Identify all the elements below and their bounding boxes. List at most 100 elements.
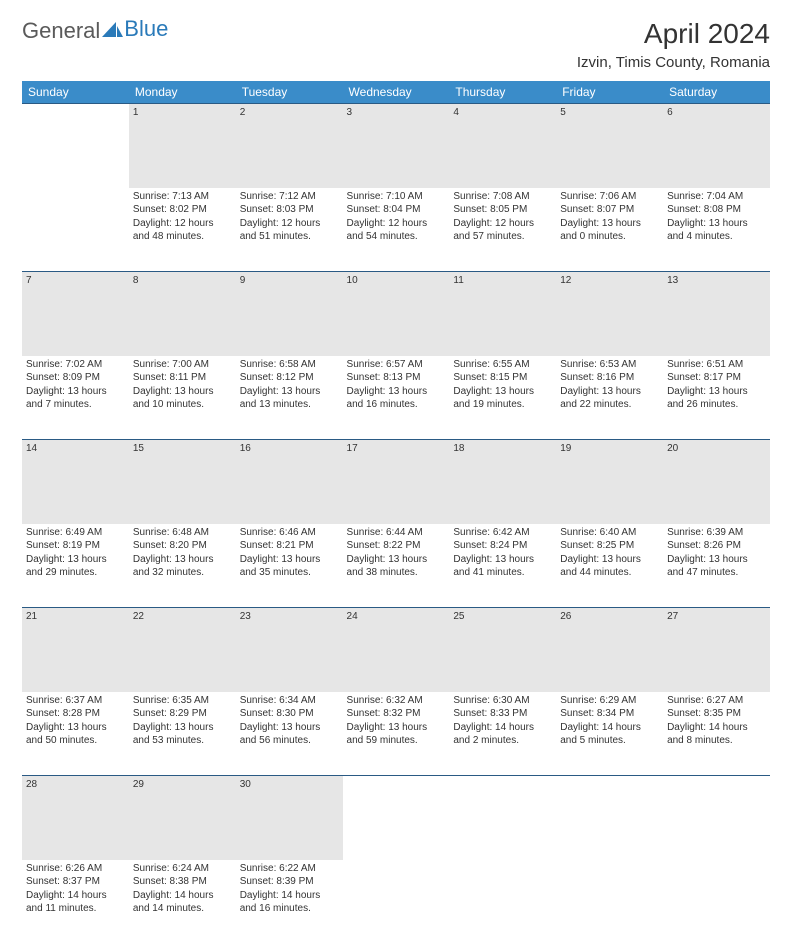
day-number: 19 xyxy=(556,440,663,524)
day-d1: Daylight: 13 hours xyxy=(347,721,446,735)
day-d1: Daylight: 13 hours xyxy=(560,385,659,399)
day-d2: and 53 minutes. xyxy=(133,734,232,748)
day-cell: Sunrise: 6:48 AMSunset: 8:20 PMDaylight:… xyxy=(129,524,236,608)
day-d2: and 48 minutes. xyxy=(133,230,232,244)
day-number xyxy=(343,776,450,860)
day-sunset: Sunset: 8:30 PM xyxy=(240,707,339,721)
day-sunset: Sunset: 8:24 PM xyxy=(453,539,552,553)
day-sunset: Sunset: 8:11 PM xyxy=(133,371,232,385)
day-d1: Daylight: 14 hours xyxy=(133,889,232,903)
brand-logo: General Blue xyxy=(22,18,168,44)
day-number: 22 xyxy=(129,608,236,692)
day-cell: Sunrise: 6:42 AMSunset: 8:24 PMDaylight:… xyxy=(449,524,556,608)
day-d1: Daylight: 14 hours xyxy=(240,889,339,903)
day-sunrise: Sunrise: 6:34 AM xyxy=(240,694,339,708)
day-sunset: Sunset: 8:07 PM xyxy=(560,203,659,217)
day-cell xyxy=(22,188,129,272)
day-cell xyxy=(449,860,556,944)
day-sunset: Sunset: 8:38 PM xyxy=(133,875,232,889)
day-content-row: Sunrise: 6:49 AMSunset: 8:19 PMDaylight:… xyxy=(22,524,770,608)
day-d2: and 50 minutes. xyxy=(26,734,125,748)
day-sunset: Sunset: 8:20 PM xyxy=(133,539,232,553)
day-number: 29 xyxy=(129,776,236,860)
day-sunrise: Sunrise: 7:10 AM xyxy=(347,190,446,204)
day-d1: Daylight: 13 hours xyxy=(26,553,125,567)
day-cell: Sunrise: 6:49 AMSunset: 8:19 PMDaylight:… xyxy=(22,524,129,608)
day-d2: and 7 minutes. xyxy=(26,398,125,412)
day-sunrise: Sunrise: 6:22 AM xyxy=(240,862,339,876)
day-d1: Daylight: 13 hours xyxy=(347,553,446,567)
day-number: 18 xyxy=(449,440,556,524)
day-sunrise: Sunrise: 6:48 AM xyxy=(133,526,232,540)
brand-part2: Blue xyxy=(124,16,168,42)
day-sunset: Sunset: 8:22 PM xyxy=(347,539,446,553)
day-cell: Sunrise: 6:53 AMSunset: 8:16 PMDaylight:… xyxy=(556,356,663,440)
day-number: 21 xyxy=(22,608,129,692)
day-sunset: Sunset: 8:08 PM xyxy=(667,203,766,217)
day-d2: and 16 minutes. xyxy=(347,398,446,412)
day-number: 27 xyxy=(663,608,770,692)
day-number: 11 xyxy=(449,272,556,356)
day-number: 6 xyxy=(663,104,770,188)
day-cell: Sunrise: 6:37 AMSunset: 8:28 PMDaylight:… xyxy=(22,692,129,776)
day-number: 4 xyxy=(449,104,556,188)
day-d2: and 32 minutes. xyxy=(133,566,232,580)
day-number: 25 xyxy=(449,608,556,692)
day-d2: and 54 minutes. xyxy=(347,230,446,244)
day-sunset: Sunset: 8:15 PM xyxy=(453,371,552,385)
day-number: 28 xyxy=(22,776,129,860)
day-content-row: Sunrise: 6:37 AMSunset: 8:28 PMDaylight:… xyxy=(22,692,770,776)
day-number: 17 xyxy=(343,440,450,524)
day-number: 14 xyxy=(22,440,129,524)
day-d2: and 56 minutes. xyxy=(240,734,339,748)
day-number: 1 xyxy=(129,104,236,188)
day-d2: and 10 minutes. xyxy=(133,398,232,412)
day-number xyxy=(449,776,556,860)
weekday-header: Sunday xyxy=(22,81,129,104)
day-cell: Sunrise: 7:08 AMSunset: 8:05 PMDaylight:… xyxy=(449,188,556,272)
day-d1: Daylight: 14 hours xyxy=(453,721,552,735)
day-sunrise: Sunrise: 6:37 AM xyxy=(26,694,125,708)
weekday-row: SundayMondayTuesdayWednesdayThursdayFrid… xyxy=(22,81,770,104)
day-d1: Daylight: 13 hours xyxy=(133,553,232,567)
day-sunset: Sunset: 8:17 PM xyxy=(667,371,766,385)
day-d1: Daylight: 14 hours xyxy=(26,889,125,903)
day-d1: Daylight: 13 hours xyxy=(240,553,339,567)
day-d1: Daylight: 13 hours xyxy=(667,385,766,399)
day-sunset: Sunset: 8:26 PM xyxy=(667,539,766,553)
day-number-row: 14151617181920 xyxy=(22,440,770,524)
day-sunrise: Sunrise: 6:39 AM xyxy=(667,526,766,540)
day-cell xyxy=(343,860,450,944)
month-title: April 2024 xyxy=(577,18,770,50)
day-d1: Daylight: 13 hours xyxy=(26,721,125,735)
day-d2: and 38 minutes. xyxy=(347,566,446,580)
day-d1: Daylight: 12 hours xyxy=(133,217,232,231)
day-cell: Sunrise: 6:57 AMSunset: 8:13 PMDaylight:… xyxy=(343,356,450,440)
day-cell: Sunrise: 7:10 AMSunset: 8:04 PMDaylight:… xyxy=(343,188,450,272)
day-cell: Sunrise: 6:30 AMSunset: 8:33 PMDaylight:… xyxy=(449,692,556,776)
day-number: 16 xyxy=(236,440,343,524)
day-d2: and 5 minutes. xyxy=(560,734,659,748)
day-d1: Daylight: 14 hours xyxy=(560,721,659,735)
day-number: 9 xyxy=(236,272,343,356)
day-d1: Daylight: 13 hours xyxy=(453,553,552,567)
day-number: 20 xyxy=(663,440,770,524)
day-cell: Sunrise: 6:51 AMSunset: 8:17 PMDaylight:… xyxy=(663,356,770,440)
day-sunset: Sunset: 8:37 PM xyxy=(26,875,125,889)
day-cell: Sunrise: 6:29 AMSunset: 8:34 PMDaylight:… xyxy=(556,692,663,776)
day-cell: Sunrise: 6:22 AMSunset: 8:39 PMDaylight:… xyxy=(236,860,343,944)
day-sunrise: Sunrise: 6:46 AM xyxy=(240,526,339,540)
day-cell xyxy=(556,860,663,944)
day-sunrise: Sunrise: 7:08 AM xyxy=(453,190,552,204)
day-sunset: Sunset: 8:05 PM xyxy=(453,203,552,217)
day-number-row: 123456 xyxy=(22,104,770,188)
day-sunset: Sunset: 8:21 PM xyxy=(240,539,339,553)
day-number: 5 xyxy=(556,104,663,188)
day-d1: Daylight: 13 hours xyxy=(347,385,446,399)
day-d2: and 35 minutes. xyxy=(240,566,339,580)
day-sunset: Sunset: 8:09 PM xyxy=(26,371,125,385)
day-d1: Daylight: 13 hours xyxy=(560,217,659,231)
day-sunrise: Sunrise: 6:44 AM xyxy=(347,526,446,540)
brand-part1: General xyxy=(22,18,100,44)
day-sunset: Sunset: 8:02 PM xyxy=(133,203,232,217)
